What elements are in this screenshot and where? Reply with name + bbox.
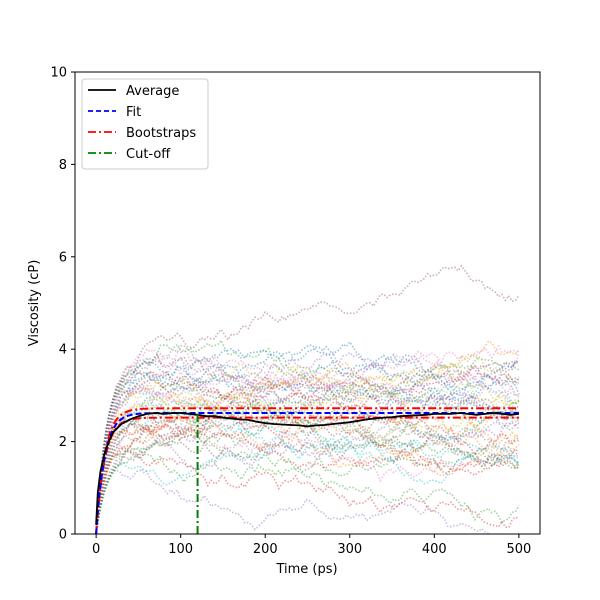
bootstrap-lower-line [95,416,519,534]
y-tick-label: 2 [59,435,67,450]
run-line [95,420,519,534]
run-line [95,344,520,534]
legend-label-bootstraps: Bootstraps [126,126,196,141]
run-line [95,407,520,534]
run-line [95,385,520,534]
x-tick-label: 100 [168,542,193,557]
run-line [95,421,520,534]
bootstrap-upper-line [95,407,519,534]
x-axis-label: Time (ps) [275,562,337,577]
run-line [95,365,520,534]
x-tick-label: 200 [253,542,278,557]
plot-frame [74,71,541,535]
run-line [95,375,520,534]
x-tick-label: 0 [92,542,100,557]
run-line [95,264,520,534]
x-tick-label: 400 [422,542,447,557]
x-tick-label: 500 [506,542,531,557]
run-line [95,406,520,534]
y-tick-label: 0 [59,528,67,543]
x-tick-label: 300 [337,542,362,557]
run-line [95,468,520,534]
run-line [95,379,520,534]
y-axis-label: Viscosity (cP) [27,260,42,347]
run-line [95,371,520,534]
y-tick-label: 10 [50,66,67,81]
run-line [95,369,520,534]
run-line [95,353,520,534]
run-line [95,449,520,534]
legend: Average Fit Bootstraps Cut-off [81,78,209,170]
run-line [95,426,519,534]
x-axis-ticks: 0 100 200 300 400 500 [92,534,531,557]
legend-label-cutoff: Cut-off [126,147,171,162]
run-line [95,426,520,534]
run-line [95,344,520,534]
run-line [95,354,520,534]
run-line [95,344,520,534]
run-line [95,412,520,534]
run-line [95,434,520,534]
run-line [95,338,520,534]
run-line [95,405,520,534]
legend-label-fit: Fit [126,105,141,120]
run-line [95,380,519,534]
y-tick-label: 8 [59,158,67,173]
plot-area [95,264,520,534]
run-line [95,375,520,534]
y-tick-label: 6 [59,250,67,265]
average-line [95,412,519,525]
run-line [95,409,520,534]
run-line [95,394,520,534]
legend-box [81,78,209,170]
run-line [95,403,520,534]
run-line [95,354,520,534]
run-line [95,362,520,534]
y-axis-ticks: 0 2 4 6 8 10 [50,66,75,543]
y-tick-label: 4 [59,343,67,358]
run-line [95,448,520,534]
legend-label-average: Average [126,84,179,99]
summary-lines [95,407,519,534]
run-line [95,368,520,534]
run-line [95,421,520,534]
run-trajectories [95,264,520,534]
run-line [95,380,520,534]
